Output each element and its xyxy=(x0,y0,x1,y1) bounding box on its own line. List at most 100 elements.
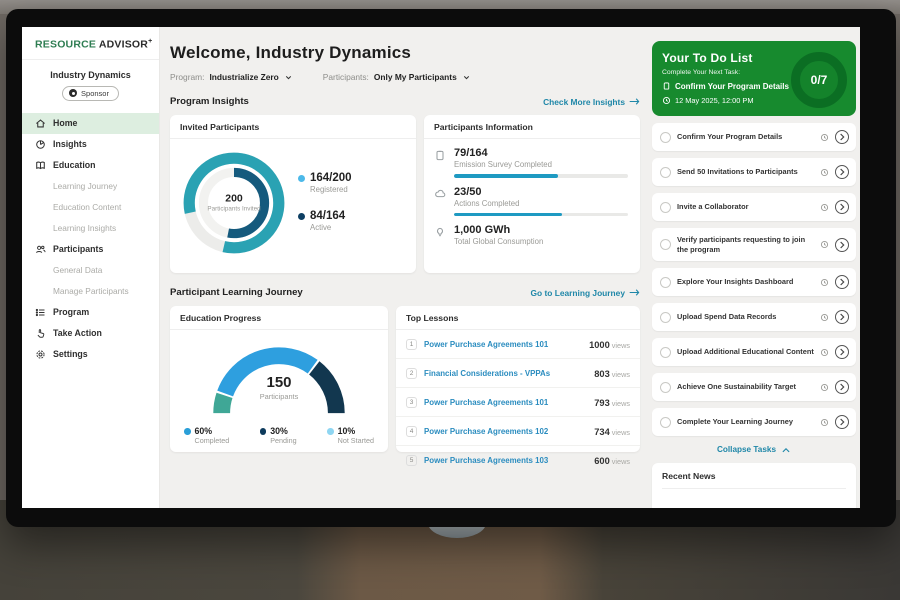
task-label: Upload Spend Data Records xyxy=(677,312,814,322)
lesson-title-link[interactable]: Power Purchase Agreements 101 xyxy=(424,340,582,349)
sidebar-item-education-content[interactable]: Education Content xyxy=(22,197,159,218)
pending-dot-icon xyxy=(260,428,267,435)
sidebar-item-label: Manage Participants xyxy=(53,286,129,296)
task-checkbox[interactable] xyxy=(660,167,671,178)
task-checkbox[interactable] xyxy=(660,202,671,213)
journey-cards-row: Education Progress 150 Participants xyxy=(170,306,640,452)
task-row[interactable]: Verify participants requesting to join t… xyxy=(652,228,856,261)
lesson-title-link[interactable]: Power Purchase Agreements 101 xyxy=(424,398,587,407)
lesson-title-link[interactable]: Power Purchase Agreements 103 xyxy=(424,456,587,465)
insights-icon xyxy=(35,139,46,150)
todo-due-date: 12 May 2025, 12:00 PM xyxy=(675,96,753,105)
task-chevron-button[interactable] xyxy=(835,130,849,144)
lesson-views-suffix: views xyxy=(612,457,630,466)
sidebar-item-learning-insights[interactable]: Learning Insights xyxy=(22,218,159,239)
monitor-bezel: RESOURCE ADVISOR+ Industry Dynamics Spon… xyxy=(6,9,896,527)
gauge-participants-label: Participants xyxy=(199,392,359,401)
task-checkbox[interactable] xyxy=(660,417,671,428)
education-progress-card: Education Progress 150 Participants xyxy=(170,306,388,452)
people-icon xyxy=(35,244,46,255)
task-chevron-button[interactable] xyxy=(835,238,849,252)
actions-completed-stat: 23/50 Actions Completed xyxy=(424,178,640,217)
task-checkbox[interactable] xyxy=(660,239,671,250)
sidebar: RESOURCE ADVISOR+ Industry Dynamics Spon… xyxy=(22,27,160,508)
sidebar-item-general-data[interactable]: General Data xyxy=(22,260,159,281)
invited-participants-card-title: Invited Participants xyxy=(170,115,416,139)
home-icon xyxy=(35,118,46,129)
task-row[interactable]: Confirm Your Program Details xyxy=(652,123,856,151)
completed-pct: 60% xyxy=(195,426,230,436)
sponsor-icon xyxy=(69,89,77,97)
task-row[interactable]: Send 50 Invitations to Participants xyxy=(652,158,856,186)
sidebar-item-label: Participants xyxy=(53,244,103,254)
lesson-views-count: 600 xyxy=(594,456,610,466)
task-row[interactable]: Achieve One Sustainability Target xyxy=(652,373,856,401)
sidebar-item-label: Education xyxy=(53,160,96,170)
sidebar-item-education[interactable]: Education xyxy=(22,155,159,176)
participants-filter-dropdown[interactable]: Participants: Only My Participants xyxy=(323,72,471,82)
lesson-rank: 1 xyxy=(406,339,417,350)
clock-icon xyxy=(820,133,829,142)
program-filter-label: Program: xyxy=(170,72,204,82)
clock-icon xyxy=(820,240,829,249)
sidebar-item-home[interactable]: Home xyxy=(22,113,159,134)
book-icon xyxy=(35,160,46,171)
sidebar-item-settings[interactable]: Settings xyxy=(22,344,159,365)
chevron-down-icon xyxy=(284,73,293,82)
lesson-views-count: 803 xyxy=(594,369,610,379)
task-checkbox[interactable] xyxy=(660,382,671,393)
sidebar-item-program[interactable]: Program xyxy=(22,302,159,323)
task-checkbox[interactable] xyxy=(660,277,671,288)
task-chevron-button[interactable] xyxy=(835,165,849,179)
go-to-learning-journey-link[interactable]: Go to Learning Journey xyxy=(531,288,640,298)
task-row[interactable]: Upload Additional Educational Content xyxy=(652,338,856,366)
sidebar-item-take-action[interactable]: Take Action xyxy=(22,323,159,344)
task-label: Complete Your Learning Journey xyxy=(677,417,814,427)
task-checkbox[interactable] xyxy=(660,132,671,143)
check-more-insights-link[interactable]: Check More Insights xyxy=(543,97,640,107)
pending-pct: 30% xyxy=(270,426,296,436)
task-chevron-button[interactable] xyxy=(835,310,849,324)
sidebar-item-learning-journey[interactable]: Learning Journey xyxy=(22,176,159,197)
gear-icon xyxy=(35,349,46,360)
task-chevron-button[interactable] xyxy=(835,200,849,214)
task-checkbox[interactable] xyxy=(660,347,671,358)
task-label: Invite a Collaborator xyxy=(677,202,814,212)
program-filter-dropdown[interactable]: Program: Industrialize Zero xyxy=(170,72,293,82)
logo-text-resource: RESOURCE xyxy=(35,39,96,51)
active-legend-item: 84/164 Active xyxy=(298,210,352,232)
todo-summary-card: Your To Do List Complete Your Next Task:… xyxy=(652,41,856,116)
task-chevron-button[interactable] xyxy=(835,345,849,359)
task-chevron-button[interactable] xyxy=(835,380,849,394)
sidebar-item-label: Learning Insights xyxy=(53,223,116,233)
sidebar-item-manage-participants[interactable]: Manage Participants xyxy=(22,281,159,302)
task-row[interactable]: Upload Spend Data Records xyxy=(652,303,856,331)
program-insights-title: Program Insights xyxy=(170,96,249,107)
list-icon xyxy=(35,307,46,318)
sidebar-item-label: Insights xyxy=(53,139,87,149)
task-chevron-button[interactable] xyxy=(835,415,849,429)
emission-survey-value: 79/164 xyxy=(454,147,628,159)
task-row[interactable]: Explore Your Insights Dashboard xyxy=(652,268,856,296)
sidebar-item-participants[interactable]: Participants xyxy=(22,239,159,260)
collapse-tasks-label: Collapse Tasks xyxy=(717,445,776,454)
lesson-rank: 3 xyxy=(406,397,417,408)
task-label: Confirm Your Program Details xyxy=(677,132,814,142)
global-consumption-stat: 1,000 GWh Total Global Consumption xyxy=(424,216,640,246)
task-row[interactable]: Invite a Collaborator xyxy=(652,193,856,221)
invited-count: 200 xyxy=(206,192,262,204)
top-lessons-card-title: Top Lessons xyxy=(396,306,640,330)
lesson-title-link[interactable]: Power Purchase Agreements 102 xyxy=(424,427,587,436)
task-chevron-button[interactable] xyxy=(835,275,849,289)
task-checkbox[interactable] xyxy=(660,312,671,323)
education-gauge-chart: 150 Participants xyxy=(199,336,359,420)
actions-cloud-icon xyxy=(434,188,446,217)
collapse-tasks-link[interactable]: Collapse Tasks xyxy=(652,445,856,454)
lesson-title-link[interactable]: Financial Considerations - VPPAs xyxy=(424,369,587,378)
task-row[interactable]: Complete Your Learning Journey xyxy=(652,408,856,436)
invited-participants-card: Invited Participants 200 Participants In… xyxy=(170,115,416,273)
sponsor-badge: Sponsor xyxy=(62,86,119,101)
learning-journey-title: Participant Learning Journey xyxy=(170,287,303,298)
consumption-bulb-icon xyxy=(434,226,446,246)
sidebar-item-insights[interactable]: Insights xyxy=(22,134,159,155)
